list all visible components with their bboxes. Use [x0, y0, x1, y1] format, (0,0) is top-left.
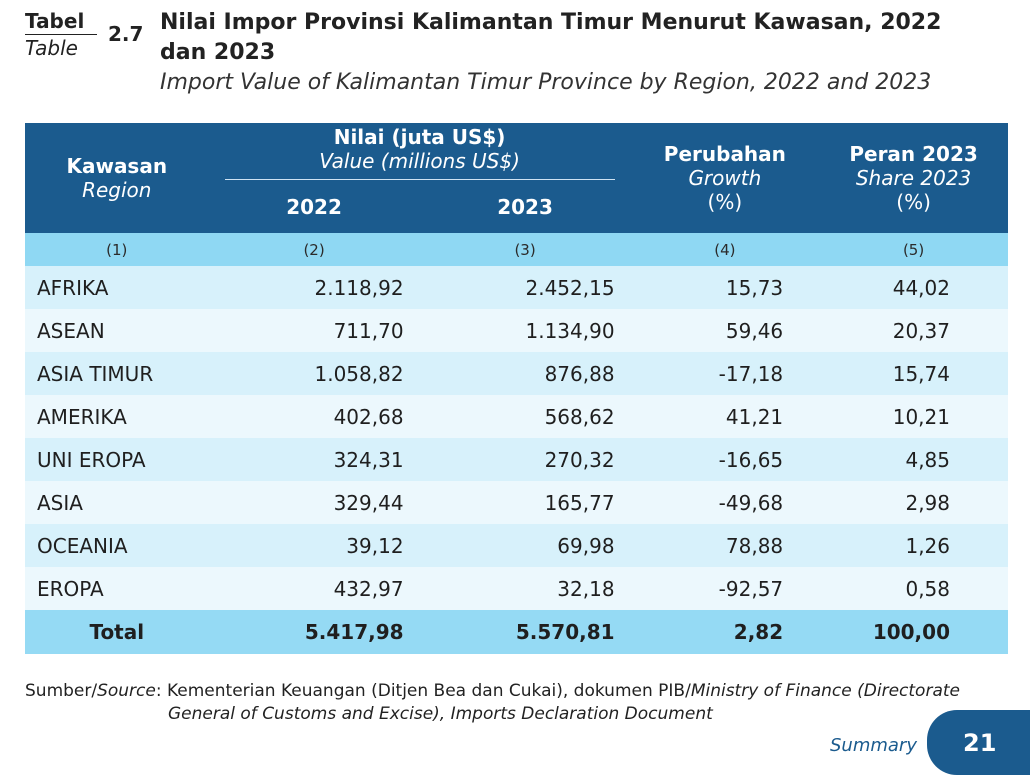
source-text-en-2: General of Customs and Excise), Imports …: [168, 704, 713, 724]
share-cell: 4,85: [819, 438, 1008, 481]
col-growth-header: Perubahan Growth (%): [630, 123, 820, 233]
value-2023-cell: 2.452,15: [419, 266, 631, 309]
col-growth-id: Perubahan: [663, 142, 786, 166]
table-row: UNI EROPA 324,31 270,32 -16,65 4,85: [25, 438, 1008, 481]
share-cell: 0,58: [819, 567, 1008, 610]
value-2023-cell: 32,18: [419, 567, 631, 610]
value-2023-cell: 165,77: [419, 481, 631, 524]
total-label: Total: [25, 610, 209, 654]
value-2022-cell: 402,68: [208, 395, 420, 438]
share-cell: 20,37: [819, 309, 1008, 352]
total-row: Total 5.417,98 5.570,81 2,82 100,00: [25, 610, 1008, 654]
source-prefix-en: Source: [97, 681, 156, 701]
region-cell: ASIA TIMUR: [25, 352, 209, 395]
column-number: (3): [419, 233, 631, 266]
source-text-id: : Kementerian Keuangan (Ditjen Bea dan C…: [155, 681, 691, 701]
table-row: AFRIKA 2.118,92 2.452,15 15,73 44,02: [25, 266, 1008, 309]
table-label-id: Tabel: [25, 9, 85, 33]
value-2023-cell: 568,62: [419, 395, 631, 438]
value-2023-cell: 69,98: [419, 524, 631, 567]
share-cell: 2,98: [819, 481, 1008, 524]
page-number: 21: [963, 728, 997, 757]
value-header-divider: [224, 178, 615, 180]
source-text-en-1: Ministry of Finance (Directorate: [690, 681, 960, 701]
region-cell: AFRIKA: [25, 266, 209, 309]
col-2023-header: 2023: [419, 181, 631, 233]
total-2023: 5.570,81: [419, 610, 631, 654]
value-2022-cell: 432,97: [208, 567, 420, 610]
column-number: (4): [630, 233, 820, 266]
column-number-row: (1) (2) (3) (4) (5): [25, 233, 1008, 266]
region-cell: AMERIKA: [25, 395, 209, 438]
growth-cell: -49,68: [630, 481, 820, 524]
share-cell: 10,21: [819, 395, 1008, 438]
table-row: ASEAN 711,70 1.134,90 59,46 20,37: [25, 309, 1008, 352]
value-2022-cell: 711,70: [208, 309, 420, 352]
region-cell: ASIA: [25, 481, 209, 524]
value-2023-cell: 270,32: [419, 438, 631, 481]
value-2022-cell: 329,44: [208, 481, 420, 524]
title-en: Import Value of Kalimantan Timur Provinc…: [160, 70, 932, 95]
column-number: (1): [25, 233, 209, 266]
value-2023-cell: 876,88: [419, 352, 631, 395]
total-growth: 2,82: [630, 610, 820, 654]
import-table: Kawasan Region Nilai (juta US$) Value (m…: [25, 123, 1008, 654]
region-cell: EROPA: [25, 567, 209, 610]
source-note: Sumber/Source: Kementerian Keuangan (Dit…: [25, 680, 985, 726]
table-row: ASIA 329,44 165,77 -49,68 2,98: [25, 481, 1008, 524]
table-label: Tabel Table: [25, 8, 100, 61]
value-2022-cell: 2.118,92: [208, 266, 420, 309]
title-id-line1: Nilai Impor Provinsi Kalimantan Timur Me…: [160, 10, 942, 35]
col-share-id: Peran 2023: [849, 142, 978, 166]
region-cell: OCEANIA: [25, 524, 209, 567]
label-divider: [25, 34, 97, 35]
region-cell: ASEAN: [25, 309, 209, 352]
table-row: ASIA TIMUR 1.058,82 876,88 -17,18 15,74: [25, 352, 1008, 395]
col-share-header: Peran 2023 Share 2023 (%): [819, 123, 1008, 233]
col-region-en: Region: [82, 178, 152, 202]
col-share-unit: (%): [896, 190, 931, 214]
growth-cell: -92,57: [630, 567, 820, 610]
share-cell: 44,02: [819, 266, 1008, 309]
total-2022: 5.417,98: [208, 610, 420, 654]
share-cell: 1,26: [819, 524, 1008, 567]
growth-cell: -16,65: [630, 438, 820, 481]
share-cell: 15,74: [819, 352, 1008, 395]
col-growth-en: Growth: [688, 166, 762, 190]
title-id-line2: dan 2023: [160, 40, 276, 65]
growth-cell: 41,21: [630, 395, 820, 438]
value-2022-cell: 39,12: [208, 524, 420, 567]
column-number: (5): [819, 233, 1008, 266]
table-row: AMERIKA 402,68 568,62 41,21 10,21: [25, 395, 1008, 438]
col-2022-header: 2022: [208, 181, 420, 233]
section-label: Summary: [830, 735, 917, 756]
growth-cell: 78,88: [630, 524, 820, 567]
value-2022-cell: 1.058,82: [208, 352, 420, 395]
source-prefix-id: Sumber/: [25, 681, 98, 701]
table-number: 2.7: [108, 22, 144, 46]
table-row: EROPA 432,97 32,18 -92,57 0,58: [25, 567, 1008, 610]
col-value-header: Nilai (juta US$) Value (millions US$): [208, 123, 631, 181]
col-region-id: Kawasan: [66, 154, 168, 178]
region-cell: UNI EROPA: [25, 438, 209, 481]
growth-cell: 59,46: [630, 309, 820, 352]
page-number-tab: 21: [927, 710, 1030, 775]
table-row: OCEANIA 39,12 69,98 78,88 1,26: [25, 524, 1008, 567]
total-share: 100,00: [819, 610, 1008, 654]
title-block: Nilai Impor Provinsi Kalimantan Timur Me…: [160, 8, 960, 98]
table-label-en: Table: [25, 36, 78, 60]
col-value-id: Nilai (juta US$): [333, 124, 506, 149]
col-share-en: Share 2023: [855, 166, 972, 190]
col-growth-unit: (%): [707, 190, 743, 214]
col-region-header: Kawasan Region: [25, 123, 209, 233]
col-value-en: Value (millions US$): [319, 148, 520, 173]
growth-cell: -17,18: [630, 352, 820, 395]
value-2022-cell: 324,31: [208, 438, 420, 481]
value-2023-cell: 1.134,90: [419, 309, 631, 352]
growth-cell: 15,73: [630, 266, 820, 309]
column-number: (2): [208, 233, 420, 266]
